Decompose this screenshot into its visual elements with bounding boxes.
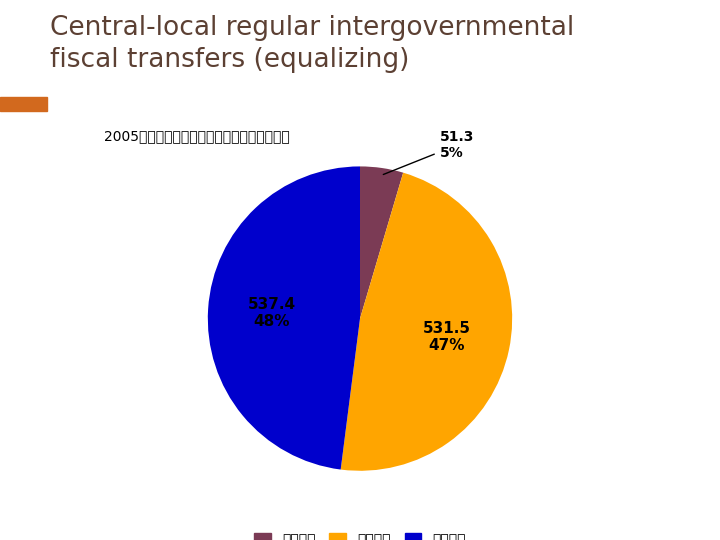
Text: 2005年中央对地方一般性转移支付地区分布图: 2005年中央对地方一般性转移支付地区分布图 <box>104 129 290 143</box>
Legend: 东部地区, 中部地区, 西部地区: 东部地区, 中部地区, 西部地区 <box>248 528 472 540</box>
Wedge shape <box>341 173 512 471</box>
Wedge shape <box>208 166 360 470</box>
Text: 531.5
47%: 531.5 47% <box>423 321 470 353</box>
Text: 537.4
48%: 537.4 48% <box>248 297 296 329</box>
Text: Central-local regular intergovernmental
fiscal transfers (equalizing): Central-local regular intergovernmental … <box>50 15 575 73</box>
Text: 51.3
5%: 51.3 5% <box>383 130 474 174</box>
Bar <box>0 97 47 111</box>
Wedge shape <box>360 166 403 319</box>
